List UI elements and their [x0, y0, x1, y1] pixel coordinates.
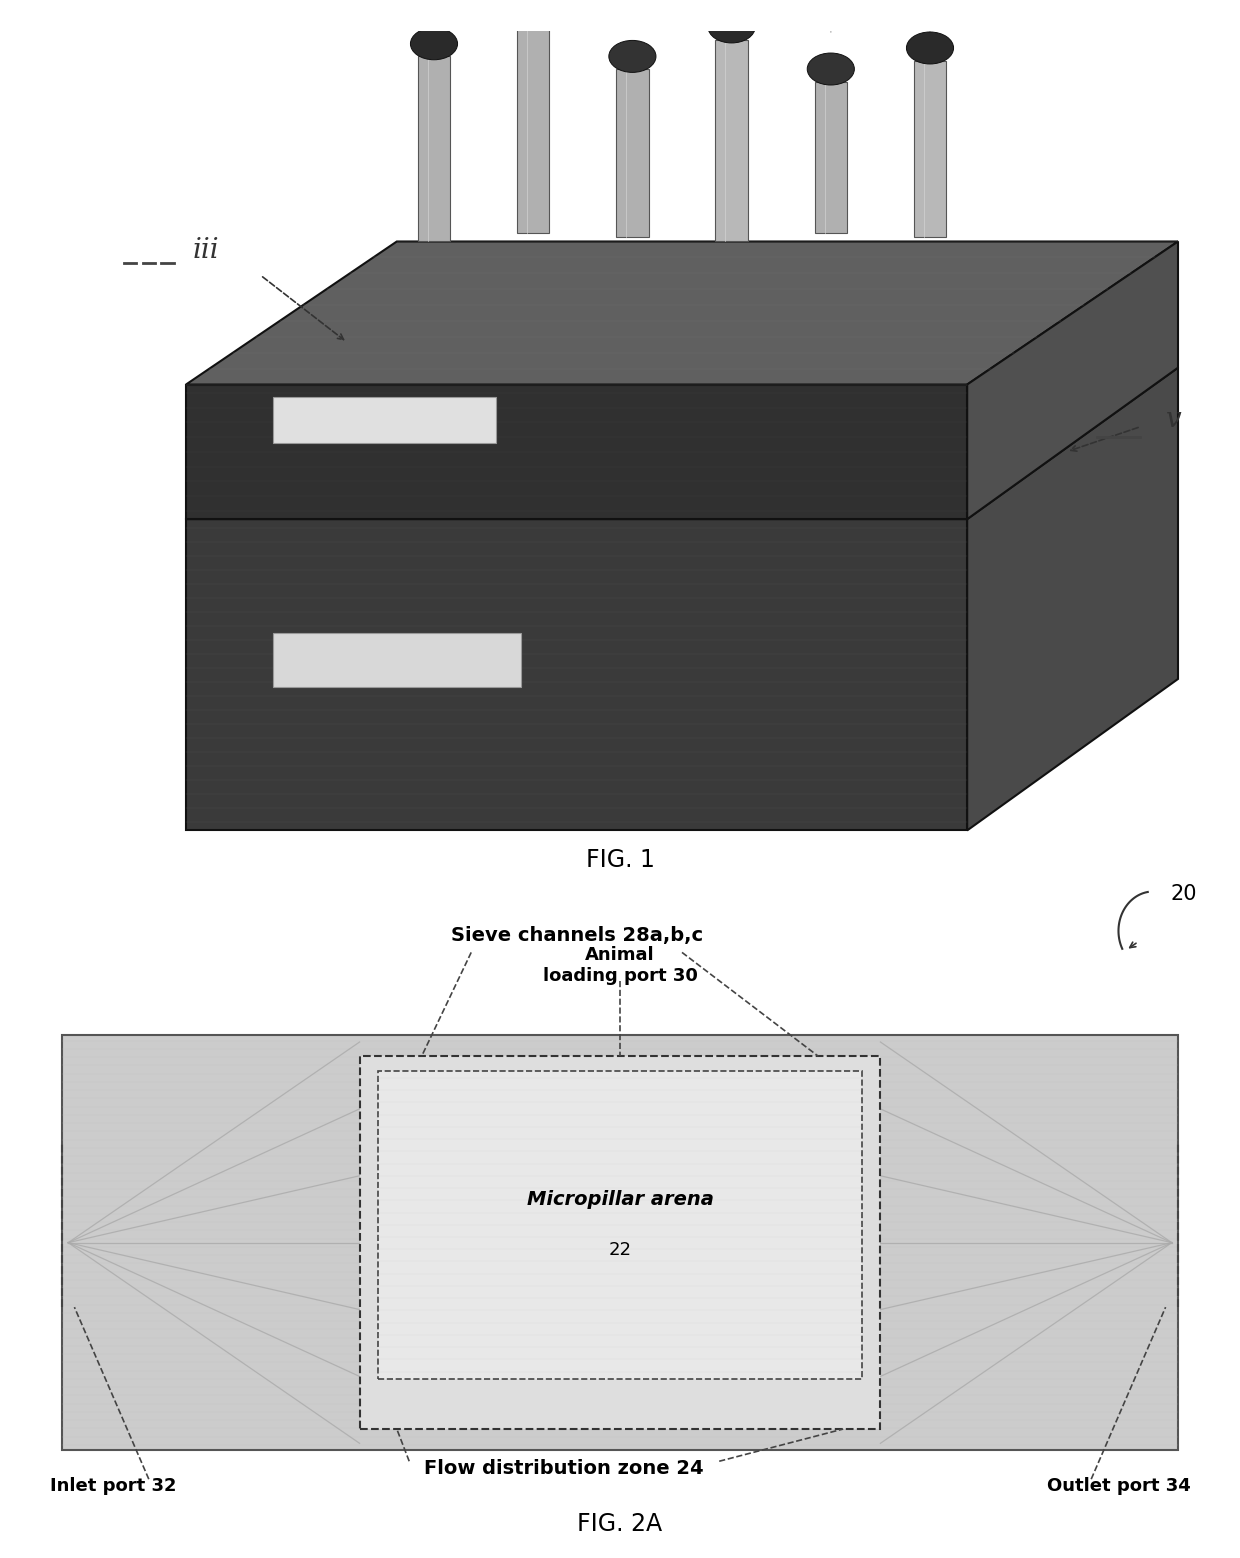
Text: Outlet port 34: Outlet port 34	[1047, 1477, 1190, 1496]
Bar	[715, 39, 748, 241]
Text: Micropillar arena: Micropillar arena	[527, 1190, 713, 1209]
Bar	[517, 14, 549, 234]
Bar	[914, 61, 946, 237]
Bar	[815, 81, 847, 234]
Circle shape	[807, 53, 854, 86]
Bar	[360, 1056, 880, 1429]
Polygon shape	[967, 241, 1178, 519]
Polygon shape	[186, 385, 967, 519]
Circle shape	[906, 33, 954, 64]
Circle shape	[708, 11, 755, 44]
Text: FIG. 1: FIG. 1	[585, 849, 655, 872]
Bar	[273, 397, 496, 444]
Circle shape	[510, 0, 557, 17]
Text: Animal
loading port 30: Animal loading port 30	[543, 946, 697, 985]
Polygon shape	[967, 368, 1178, 830]
Polygon shape	[186, 241, 1178, 385]
Bar	[616, 69, 649, 237]
Text: FIG. 2A: FIG. 2A	[578, 1513, 662, 1536]
Text: 22: 22	[609, 1240, 631, 1259]
Circle shape	[410, 28, 458, 59]
Bar	[418, 56, 450, 241]
Bar	[62, 1035, 1178, 1450]
Text: iii: iii	[192, 237, 218, 265]
Bar	[378, 1070, 862, 1379]
Text: Sieve channels 28a,b,c: Sieve channels 28a,b,c	[450, 927, 703, 946]
Text: 20: 20	[1171, 885, 1198, 904]
Polygon shape	[186, 519, 967, 830]
Circle shape	[609, 41, 656, 72]
Text: Flow distribution zone 24: Flow distribution zone 24	[424, 1458, 704, 1479]
Polygon shape	[186, 368, 1178, 519]
Text: Inlet port 32: Inlet port 32	[50, 1477, 176, 1496]
Bar	[273, 633, 521, 687]
Text: v: v	[1166, 405, 1182, 433]
